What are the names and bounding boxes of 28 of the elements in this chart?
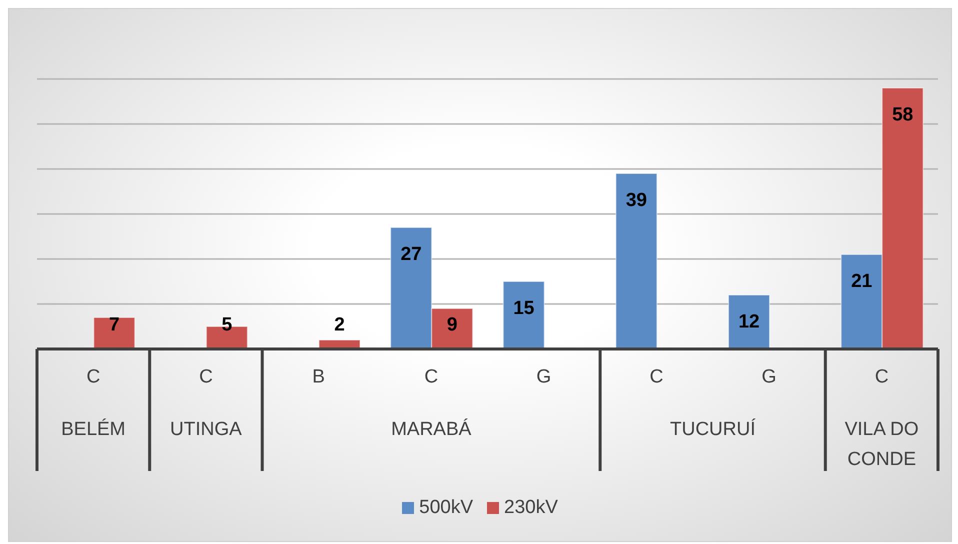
legend-label: 230kV	[504, 497, 558, 519]
data-label: 21	[851, 271, 873, 292]
x-tick-label: C	[86, 366, 100, 388]
text: TUCURUÍ	[670, 418, 756, 440]
x-tick-label: C	[424, 366, 438, 388]
data-label: 27	[400, 244, 422, 265]
x-tick-label: C	[650, 366, 664, 388]
x-tick-label: C	[199, 366, 213, 388]
text: VILA DO CONDE	[844, 419, 919, 470]
bar	[728, 294, 770, 349]
bar	[93, 317, 136, 349]
x-tick-label: C	[874, 366, 889, 388]
x-tick-label: G	[536, 366, 552, 388]
x-tick-label: B	[312, 366, 325, 388]
text: UTINGA	[170, 419, 242, 440]
bar	[615, 173, 658, 349]
data-label: 39	[626, 190, 647, 211]
data-label: 58	[892, 104, 914, 126]
text: MARABÁ	[391, 418, 472, 440]
data-label: 9	[446, 314, 458, 336]
text: BELÉM	[61, 418, 126, 440]
data-label: 2	[334, 314, 345, 336]
bar	[502, 281, 545, 349]
legend-label: 500kV	[419, 497, 473, 519]
data-label: 15	[513, 298, 535, 319]
data-label: 12	[738, 312, 760, 332]
data-label: 7	[108, 314, 120, 336]
x-tick-label: G	[762, 366, 776, 388]
